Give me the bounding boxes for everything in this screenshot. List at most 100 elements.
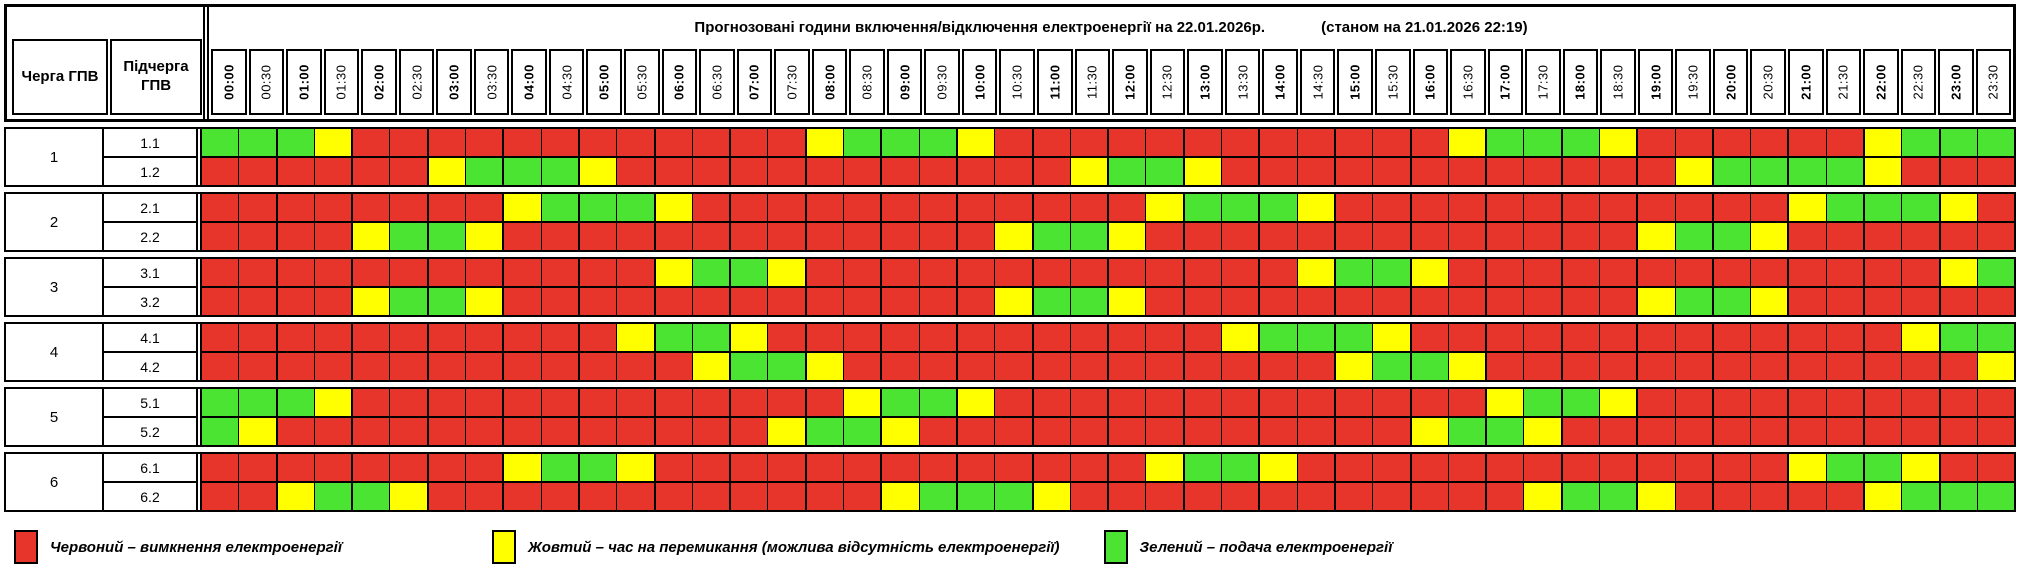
time-slot-02:00: 02:00 — [361, 49, 397, 115]
schedule-cell-5.1-18:00 — [1560, 389, 1599, 416]
schedule-cell-2.1-19:30 — [1674, 194, 1712, 221]
schedule-cell-6.2-14:30 — [1296, 483, 1334, 510]
schedule-cell-2.2-14:30 — [1296, 223, 1334, 250]
schedule-cell-4.1-17:00 — [1485, 324, 1524, 351]
schedule-cell-3.1-14:00 — [1258, 259, 1297, 286]
schedule-cell-2.1-07:30 — [767, 194, 805, 221]
schedule-cell-5.1-11:00 — [1031, 389, 1070, 416]
schedule-cell-5.1-06:00 — [653, 389, 692, 416]
schedule-cell-1.1-15:30 — [1372, 129, 1410, 156]
schedule-cell-6.2-08:00 — [804, 483, 844, 510]
schedule-cell-4.1-06:30 — [691, 324, 730, 351]
schedule-cell-4.2-23:30 — [1976, 353, 2015, 380]
schedule-cell-5.2-02:00 — [351, 418, 390, 445]
schedule-cell-6.1-12:30 — [1145, 454, 1183, 481]
schedule-cell-6.2-04:00 — [502, 483, 541, 510]
schedule-cell-2.1-05:30 — [616, 194, 654, 221]
schedule-cell-2.1-16:30 — [1447, 194, 1486, 221]
yellow-swatch — [492, 530, 516, 564]
time-slot-00:00: 00:00 — [211, 49, 247, 115]
schedule-cell-2.2-03:30 — [465, 223, 503, 250]
schedule-cell-3.1-13:00 — [1182, 259, 1222, 286]
schedule-cell-4.2-20:00 — [1711, 353, 1751, 380]
schedule-cell-3.2-06:00 — [653, 288, 692, 315]
schedule-cell-1.2-20:30 — [1750, 158, 1788, 185]
schedule-cell-1.2-15:30 — [1372, 158, 1410, 185]
schedule-cell-5.1-15:30 — [1372, 389, 1410, 416]
schedule-cell-6.1-01:30 — [313, 454, 352, 481]
schedule-cell-4.2-17:00 — [1485, 353, 1524, 380]
schedule-cell-5.2-00:00 — [202, 418, 239, 445]
schedule-cell-3.2-20:30 — [1750, 288, 1788, 315]
schedule-cell-5.1-05:30 — [616, 389, 654, 416]
schedule-cell-2.1-08:30 — [843, 194, 881, 221]
schedule-cell-2.2-15:00 — [1333, 223, 1373, 250]
schedule-cell-3.1-08:30 — [843, 259, 881, 286]
schedule-cell-1.1-13:30 — [1221, 129, 1259, 156]
schedule-cell-2.2-14:00 — [1258, 223, 1297, 250]
schedule-cell-2.1-19:00 — [1636, 194, 1675, 221]
schedule-cell-4.1-22:00 — [1863, 324, 1902, 351]
schedule-cell-4.2-21:00 — [1787, 353, 1826, 380]
schedule-cell-2.2-15:30 — [1372, 223, 1410, 250]
schedule-cell-2.1-16:00 — [1409, 194, 1448, 221]
schedule-cell-5.1-16:30 — [1447, 389, 1486, 416]
schedule-cell-2.1-11:30 — [1069, 194, 1108, 221]
schedule-cell-6.1-14:00 — [1258, 454, 1297, 481]
schedule-cell-4.1-12:00 — [1107, 324, 1146, 351]
schedule-cell-4.2-12:30 — [1145, 353, 1183, 380]
schedule-cell-5.2-09:00 — [880, 418, 919, 445]
schedule-cell-3.2-15:30 — [1372, 288, 1410, 315]
schedule-cell-6.1-20:00 — [1711, 454, 1751, 481]
schedule-cell-2.1-23:30 — [1976, 194, 2015, 221]
schedule-cell-3.2-12:00 — [1107, 288, 1146, 315]
schedule-cell-5.1-09:30 — [918, 389, 956, 416]
schedule-cell-1.1-11:00 — [1031, 129, 1070, 156]
queue-block-4: 4 4.1 4.2 — [4, 322, 2016, 382]
schedule-cell-2.2-19:00 — [1636, 223, 1675, 250]
queue-block-5: 5 5.1 5.2 — [4, 387, 2016, 447]
schedule-cell-5.1-07:30 — [767, 389, 805, 416]
double-border-divider — [196, 454, 202, 510]
schedule-cell-1.1-07:00 — [729, 129, 768, 156]
schedule-cell-5.2-22:30 — [1901, 418, 1939, 445]
schedule-cell-5.1-04:30 — [540, 389, 578, 416]
time-slot-18:00: 18:00 — [1562, 49, 1599, 115]
schedule-cell-1.1-16:30 — [1447, 129, 1486, 156]
schedule-cell-5.1-01:30 — [313, 389, 352, 416]
schedule-cell-5.2-11:00 — [1031, 418, 1070, 445]
schedule-cell-1.2-03:00 — [426, 158, 466, 185]
time-slot-03:30: 03:30 — [473, 49, 510, 115]
schedule-cell-4.2-13:00 — [1182, 353, 1222, 380]
schedule-cell-5.2-04:30 — [540, 418, 578, 445]
time-slot-08:30: 08:30 — [849, 49, 885, 115]
schedule-grid-queue-1 — [202, 129, 2015, 185]
subqueue-label-4.2: 4.2 — [140, 358, 160, 375]
schedule-cell-4.2-07:00 — [729, 353, 768, 380]
schedule-cell-6.1-11:00 — [1031, 454, 1070, 481]
schedule-cell-5.2-19:00 — [1636, 418, 1675, 445]
schedule-cell-4.1-04:30 — [540, 324, 578, 351]
schedule-cell-5.1-14:00 — [1258, 389, 1297, 416]
schedule-cell-2.2-16:00 — [1409, 223, 1448, 250]
time-slot-12:00: 12:00 — [1112, 49, 1148, 115]
schedule-cell-5.1-19:30 — [1674, 389, 1712, 416]
schedule-cell-2.1-20:30 — [1750, 194, 1788, 221]
schedule-row-2.1 — [202, 194, 2015, 223]
schedule-cell-1.2-17:00 — [1485, 158, 1524, 185]
schedule-cell-6.2-03:30 — [465, 483, 503, 510]
schedule-cell-5.2-10:30 — [994, 418, 1032, 445]
schedule-cell-1.2-19:30 — [1674, 158, 1712, 185]
schedule-cell-3.2-17:30 — [1523, 288, 1561, 315]
schedule-cell-6.1-07:30 — [767, 454, 805, 481]
schedule-row-3.2 — [202, 288, 2015, 315]
schedule-cell-3.2-07:00 — [729, 288, 768, 315]
schedule-cell-1.1-19:30 — [1674, 129, 1712, 156]
schedule-row-2.2 — [202, 223, 2015, 250]
schedule-cell-4.2-10:30 — [994, 353, 1032, 380]
schedule-cell-6.2-03:00 — [426, 483, 466, 510]
schedule-cell-4.1-21:30 — [1825, 324, 1864, 351]
schedule-cell-6.2-13:30 — [1221, 483, 1259, 510]
schedule-cell-2.2-23:00 — [1938, 223, 1977, 250]
schedule-cell-6.1-13:00 — [1182, 454, 1222, 481]
